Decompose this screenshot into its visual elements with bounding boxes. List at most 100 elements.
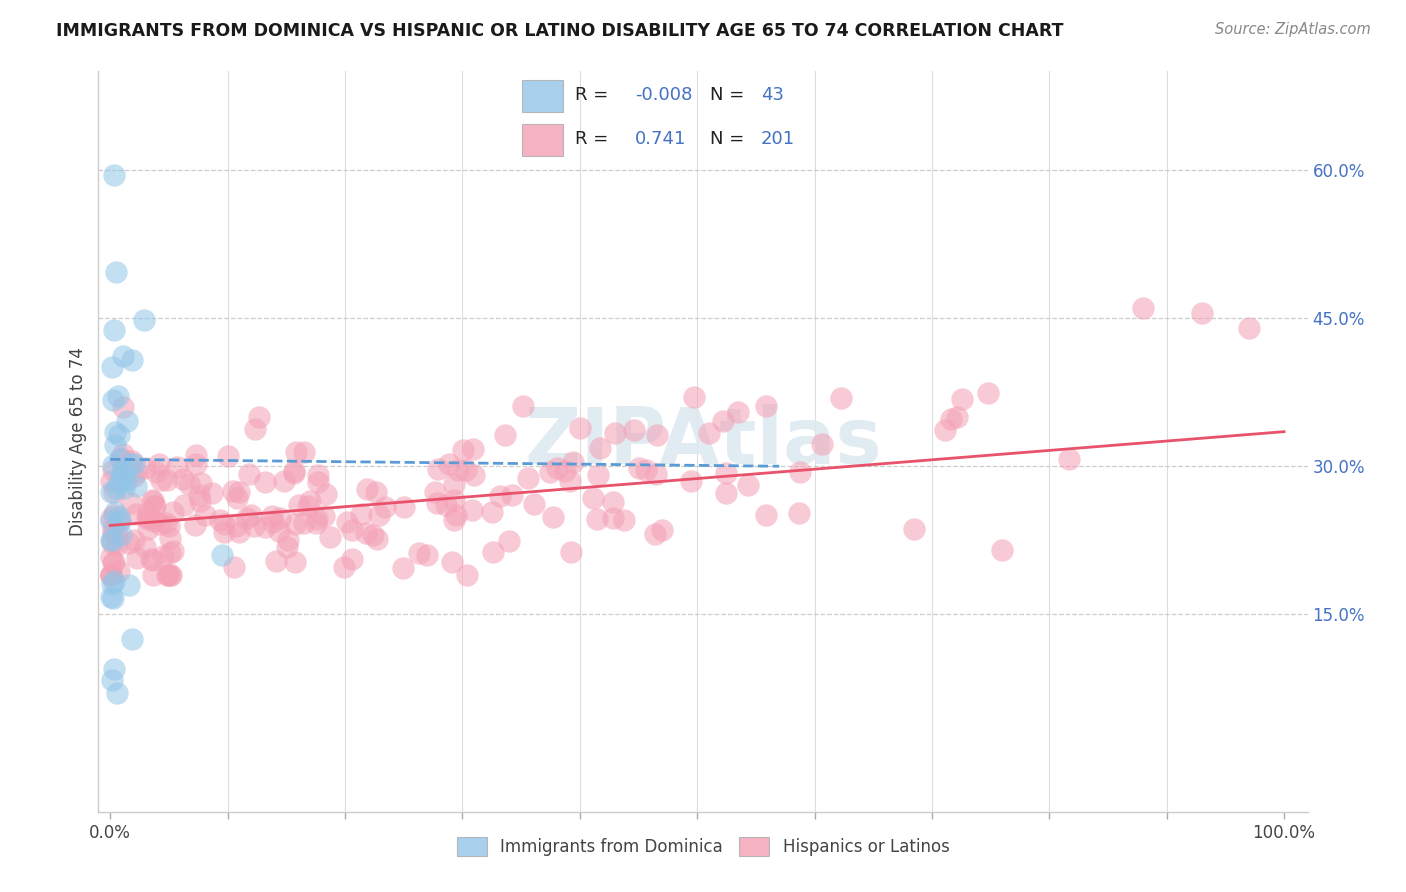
Point — [214, 517, 236, 532]
Point — [149, 517, 172, 532]
Point — [501, 488, 523, 502]
Point — [426, 462, 449, 476]
Point — [103, 484, 125, 499]
Point — [145, 499, 167, 513]
Point — [105, 265, 128, 279]
Point — [136, 512, 159, 526]
Point — [228, 524, 250, 539]
Point — [787, 506, 810, 520]
Point — [1191, 306, 1213, 320]
Point — [288, 498, 311, 512]
Point — [152, 549, 174, 563]
Point — [560, 544, 582, 558]
Point — [156, 567, 179, 582]
Point — [683, 390, 706, 404]
Point — [416, 549, 439, 563]
Point — [115, 413, 138, 427]
Point — [190, 476, 212, 491]
Point — [283, 464, 305, 478]
Point — [647, 428, 669, 442]
Point — [139, 552, 162, 566]
Point — [976, 386, 998, 401]
Point — [628, 461, 651, 475]
Point — [103, 522, 125, 536]
Point — [582, 491, 605, 506]
Point — [991, 543, 1014, 558]
Point — [262, 508, 284, 523]
Point — [100, 590, 122, 604]
Point — [100, 567, 122, 582]
Point — [101, 463, 124, 477]
Text: Source: ZipAtlas.com: Source: ZipAtlas.com — [1215, 22, 1371, 37]
Point — [247, 410, 270, 425]
Point — [143, 499, 166, 513]
Point — [100, 567, 122, 582]
Point — [122, 457, 145, 471]
Point — [107, 427, 129, 442]
Point — [172, 472, 194, 486]
Point — [105, 481, 128, 495]
Point — [159, 531, 181, 545]
Point — [112, 481, 135, 495]
Text: N =: N = — [710, 87, 749, 104]
Point — [426, 496, 449, 510]
Point — [558, 475, 581, 489]
Point — [494, 427, 516, 442]
Point — [222, 559, 245, 574]
Point — [546, 460, 568, 475]
Point — [374, 500, 396, 514]
Point — [121, 632, 143, 646]
Point — [315, 487, 337, 501]
Point — [444, 508, 467, 523]
Point — [562, 455, 585, 469]
Point — [569, 420, 592, 434]
Y-axis label: Disability Age 65 to 74: Disability Age 65 to 74 — [69, 347, 87, 536]
Point — [103, 508, 125, 522]
Point — [602, 511, 624, 525]
Point — [104, 425, 127, 440]
Point — [142, 515, 165, 529]
Point — [366, 532, 388, 546]
Point — [284, 555, 307, 569]
Point — [253, 475, 276, 490]
Point — [103, 574, 125, 588]
Point — [236, 511, 259, 525]
Point — [950, 392, 973, 406]
Point — [141, 553, 163, 567]
Point — [512, 399, 534, 413]
Point — [101, 536, 124, 550]
Point — [134, 540, 156, 554]
Point — [122, 468, 145, 483]
Point — [111, 466, 134, 480]
Point — [101, 458, 124, 472]
Point — [134, 461, 156, 475]
Point — [225, 491, 247, 505]
Point — [284, 516, 307, 531]
Point — [108, 451, 131, 466]
Point — [100, 533, 122, 548]
Point — [603, 425, 626, 440]
Point — [211, 548, 233, 562]
Point — [254, 520, 277, 534]
Point — [100, 515, 122, 529]
Point — [110, 450, 132, 465]
Point — [100, 577, 122, 591]
Point — [125, 479, 148, 493]
Point — [447, 462, 470, 476]
Point — [101, 392, 124, 407]
Point — [156, 473, 179, 487]
Point — [755, 508, 778, 522]
Point — [120, 495, 142, 509]
Point — [312, 508, 335, 523]
Point — [101, 591, 124, 605]
Point — [118, 536, 141, 550]
Point — [456, 567, 478, 582]
Point — [276, 540, 298, 554]
Point — [319, 530, 342, 544]
Point — [145, 466, 167, 480]
Text: ZIPAtlas: ZIPAtlas — [524, 403, 882, 480]
Point — [111, 349, 134, 363]
Point — [644, 526, 666, 541]
Point — [166, 460, 188, 475]
Point — [100, 360, 122, 375]
